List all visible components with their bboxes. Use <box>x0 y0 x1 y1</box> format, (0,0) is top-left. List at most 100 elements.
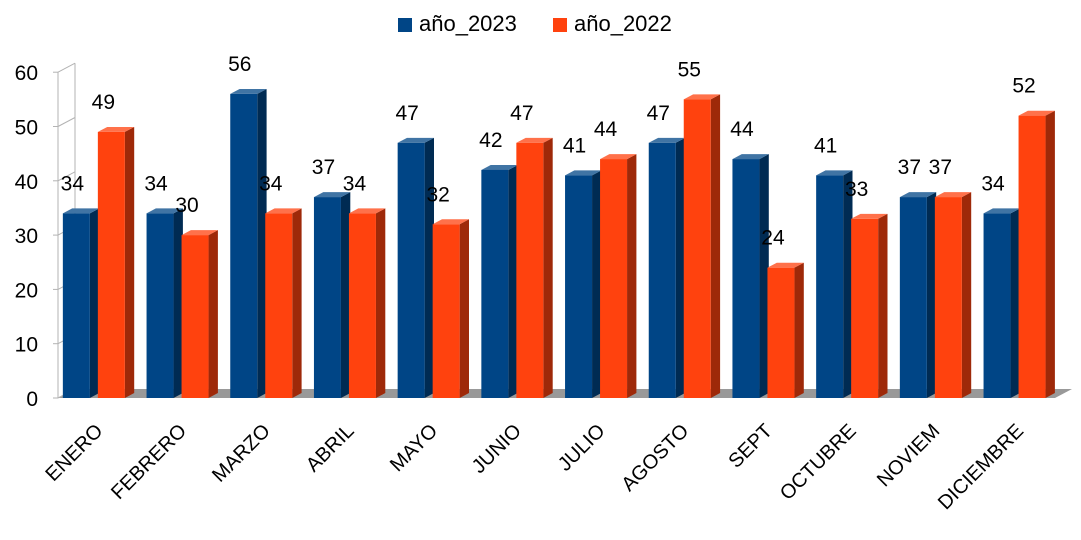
bar-año_2022-agosto <box>683 94 721 399</box>
data-label: 47 <box>395 102 418 125</box>
data-label: 24 <box>761 227 785 250</box>
bar-top-face <box>983 208 1020 214</box>
bar-top-face <box>934 192 972 198</box>
bars <box>62 88 1055 399</box>
x-category-label: FEBRERO <box>107 420 191 504</box>
bar-side-face <box>173 208 183 398</box>
bar-año_2022-diciembre <box>1018 110 1055 398</box>
bar-top-face <box>732 154 769 160</box>
data-label: 49 <box>92 91 115 114</box>
x-category-label: ENERO <box>42 420 108 486</box>
bar-año_2023-febrero <box>146 208 183 398</box>
x-category-label: MARZO <box>208 420 275 487</box>
bar-top-face <box>181 230 218 236</box>
bar-top-face <box>481 164 518 170</box>
data-label: 44 <box>730 118 754 141</box>
bar-side-face <box>89 208 100 398</box>
bar-front-face <box>683 99 711 398</box>
x-category-label: OCTUBRE <box>776 420 861 505</box>
x-category-label: MAYO <box>386 420 442 476</box>
bar-front-face <box>899 197 927 398</box>
bar-top-face <box>265 208 302 214</box>
bar-front-face <box>767 267 795 398</box>
bar-front-face <box>146 213 174 398</box>
bar-año_2022-mayo <box>432 219 469 398</box>
bar-front-face <box>432 224 460 398</box>
x-category-label: SEPT <box>724 420 777 473</box>
legend: año_2023 año_2022 <box>398 11 672 36</box>
bar-año_2022-febrero <box>181 230 218 398</box>
data-label: 33 <box>845 178 868 201</box>
bar-top-face <box>146 208 183 214</box>
x-category-label: NOVIEM <box>873 420 944 491</box>
x-category-label: ABRIL <box>302 420 358 476</box>
y-tick-label: 30 <box>15 225 38 248</box>
bar-año_2023-diciembre <box>983 208 1020 398</box>
bar-año_2023-marzo <box>230 88 267 399</box>
bar-año_2023-abril <box>313 192 351 398</box>
bar-side-face <box>543 137 553 398</box>
y-tick-mark <box>57 62 76 73</box>
data-label: 41 <box>563 134 586 157</box>
bar-front-face <box>983 213 1011 398</box>
bar-side-face <box>208 230 218 398</box>
data-label: 37 <box>312 156 335 179</box>
data-label: 37 <box>929 156 952 179</box>
bar-side-face <box>794 262 804 398</box>
y-tick-mark <box>57 171 76 182</box>
bar-top-face <box>851 213 888 219</box>
data-label: 34 <box>61 172 85 195</box>
y-tick-label: 50 <box>15 117 38 140</box>
legend-swatch <box>398 18 412 32</box>
data-label: 56 <box>228 53 251 76</box>
bar-front-face <box>600 159 628 398</box>
bar-front-face <box>934 197 962 398</box>
bar-año_2023-noviem <box>899 192 937 398</box>
bar-top-face <box>313 192 351 198</box>
bar-side-face <box>292 208 302 398</box>
legend-item: año_2023 <box>398 11 517 36</box>
bar-top-face <box>600 154 637 160</box>
legend-label: año_2022 <box>574 11 672 36</box>
bar-side-face <box>124 126 135 398</box>
bar-año_2023-enero <box>62 208 100 398</box>
bar-front-face <box>265 213 293 398</box>
bar-año_2023-sept <box>732 154 769 398</box>
bar-top-face <box>899 192 937 198</box>
bar-año_2022-enero <box>97 126 135 398</box>
bar-año_2023-junio <box>481 164 518 398</box>
bar-top-face <box>348 208 386 214</box>
data-label: 47 <box>647 102 670 125</box>
bar-top-face <box>62 208 100 214</box>
bar-side-face <box>926 192 937 398</box>
bar-front-face <box>230 93 258 399</box>
bar-side-face <box>843 170 853 398</box>
bar-top-face <box>97 126 135 132</box>
data-label: 41 <box>814 134 837 157</box>
bar-side-face <box>340 192 351 398</box>
bar-año_2023-julio <box>565 170 602 398</box>
bar-front-face <box>62 213 90 398</box>
data-labels: 34 49 34 30 56 34 37 34 47 32 42 47 41 44 47 55 44 24 41 33… <box>61 53 1036 250</box>
x-category-label: JUNIO <box>468 420 526 478</box>
bar-año_2023-octubre <box>816 170 853 398</box>
data-label: 32 <box>426 183 449 206</box>
bar-side-face <box>375 208 386 398</box>
bar-front-face <box>348 213 376 398</box>
bar-side-face <box>592 170 602 398</box>
y-tick-label: 40 <box>15 171 38 194</box>
data-label: 52 <box>1012 75 1035 98</box>
bar-side-face <box>759 154 769 398</box>
y-tick-label: 0 <box>26 388 38 411</box>
bar-front-face <box>648 142 676 398</box>
data-label: 34 <box>259 172 283 195</box>
bar-top-face <box>516 137 553 143</box>
bar-side-face <box>508 164 518 398</box>
data-label: 44 <box>594 118 618 141</box>
data-label: 34 <box>144 172 168 195</box>
data-label: 55 <box>678 58 701 81</box>
legend-item: año_2022 <box>553 11 672 36</box>
bar-side-face <box>675 137 686 398</box>
bar-front-face <box>313 197 341 398</box>
